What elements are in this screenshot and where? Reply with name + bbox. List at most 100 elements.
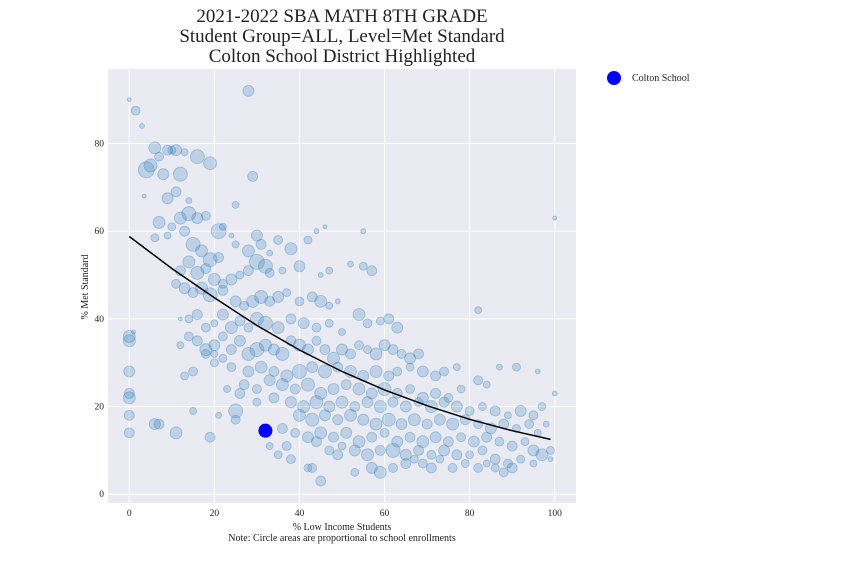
school-point bbox=[273, 450, 283, 460]
x-tick-label: 80 bbox=[465, 509, 475, 519]
school-point bbox=[271, 321, 285, 335]
school-point bbox=[203, 156, 218, 171]
school-point bbox=[498, 467, 509, 478]
school-point bbox=[438, 396, 450, 408]
highlight-layer bbox=[258, 423, 273, 438]
school-point bbox=[399, 448, 412, 461]
school-point bbox=[268, 343, 280, 356]
school-point bbox=[251, 229, 263, 242]
school-point bbox=[482, 459, 491, 468]
school-point bbox=[399, 400, 412, 413]
school-point bbox=[210, 223, 227, 240]
school-point bbox=[276, 378, 289, 392]
school-point bbox=[379, 427, 390, 438]
school-point bbox=[195, 244, 209, 258]
school-point bbox=[447, 463, 458, 473]
school-point bbox=[233, 334, 246, 347]
school-point bbox=[362, 318, 373, 329]
school-point bbox=[535, 448, 549, 462]
school-point bbox=[217, 284, 229, 296]
school-point bbox=[405, 384, 415, 394]
school-point bbox=[450, 400, 463, 413]
school-point bbox=[239, 300, 250, 311]
school-point bbox=[474, 306, 483, 315]
school-point bbox=[303, 235, 313, 245]
school-point bbox=[378, 339, 391, 352]
school-point bbox=[258, 258, 273, 274]
school-point bbox=[344, 408, 357, 422]
school-point bbox=[143, 158, 158, 173]
school-point bbox=[297, 400, 311, 413]
school-point bbox=[208, 339, 221, 352]
school-point bbox=[387, 344, 399, 355]
school-point bbox=[225, 344, 237, 355]
school-point bbox=[345, 348, 356, 360]
school-point bbox=[465, 450, 475, 460]
school-point bbox=[305, 412, 320, 427]
school-point bbox=[177, 316, 183, 322]
school-point bbox=[429, 431, 442, 444]
school-point bbox=[496, 363, 503, 371]
school-point bbox=[314, 294, 328, 308]
school-point bbox=[366, 265, 378, 277]
colton-school-point bbox=[258, 423, 273, 438]
school-point bbox=[123, 365, 136, 378]
x-tick-label: 100 bbox=[548, 509, 563, 519]
school-point bbox=[179, 225, 190, 237]
school-point bbox=[547, 456, 554, 463]
school-point bbox=[311, 436, 322, 448]
school-point bbox=[338, 328, 346, 336]
y-tick-label: 80 bbox=[95, 140, 105, 150]
school-point bbox=[122, 334, 136, 348]
school-point bbox=[185, 236, 201, 252]
school-point bbox=[361, 448, 374, 462]
school-point bbox=[246, 294, 260, 308]
chart-note: Note: Circle areas are proportional to s… bbox=[228, 533, 456, 544]
trend-layer bbox=[128, 235, 551, 441]
title-line-2: Student Group=ALL, Level=Met Standard bbox=[179, 26, 505, 47]
school-point bbox=[228, 232, 235, 239]
school-point bbox=[217, 331, 228, 342]
school-point bbox=[200, 349, 211, 359]
school-point bbox=[524, 419, 535, 429]
school-point bbox=[456, 384, 466, 394]
school-point bbox=[123, 427, 135, 439]
school-point bbox=[315, 475, 327, 487]
school-point bbox=[307, 463, 318, 473]
school-point bbox=[297, 317, 310, 330]
school-point bbox=[223, 385, 232, 393]
school-point bbox=[306, 361, 319, 374]
school-point bbox=[400, 458, 412, 469]
school-point bbox=[366, 431, 378, 443]
school-point bbox=[421, 418, 433, 430]
school-point bbox=[323, 400, 336, 413]
legend-label: Colton School bbox=[632, 73, 690, 84]
school-point bbox=[464, 406, 475, 416]
school-point bbox=[161, 192, 174, 205]
school-point bbox=[377, 382, 392, 396]
school-point bbox=[216, 308, 229, 321]
school-point bbox=[537, 402, 547, 411]
school-point bbox=[242, 85, 255, 97]
school-point bbox=[443, 392, 454, 403]
school-point bbox=[230, 414, 241, 425]
school-point bbox=[313, 228, 320, 235]
school-point bbox=[199, 343, 213, 356]
school-point bbox=[352, 435, 366, 449]
school-point bbox=[162, 144, 173, 156]
school-point bbox=[439, 366, 450, 377]
school-point bbox=[527, 444, 540, 457]
school-point bbox=[482, 380, 491, 389]
school-point bbox=[328, 431, 339, 443]
school-point bbox=[294, 296, 305, 307]
school-point bbox=[413, 348, 424, 360]
school-point bbox=[309, 395, 324, 410]
school-point bbox=[153, 418, 165, 430]
school-point bbox=[285, 396, 297, 409]
school-point bbox=[275, 347, 290, 361]
school-point bbox=[224, 321, 238, 335]
school-point bbox=[363, 345, 372, 354]
school-point bbox=[141, 193, 147, 199]
school-point bbox=[460, 459, 470, 468]
school-point bbox=[234, 388, 246, 399]
